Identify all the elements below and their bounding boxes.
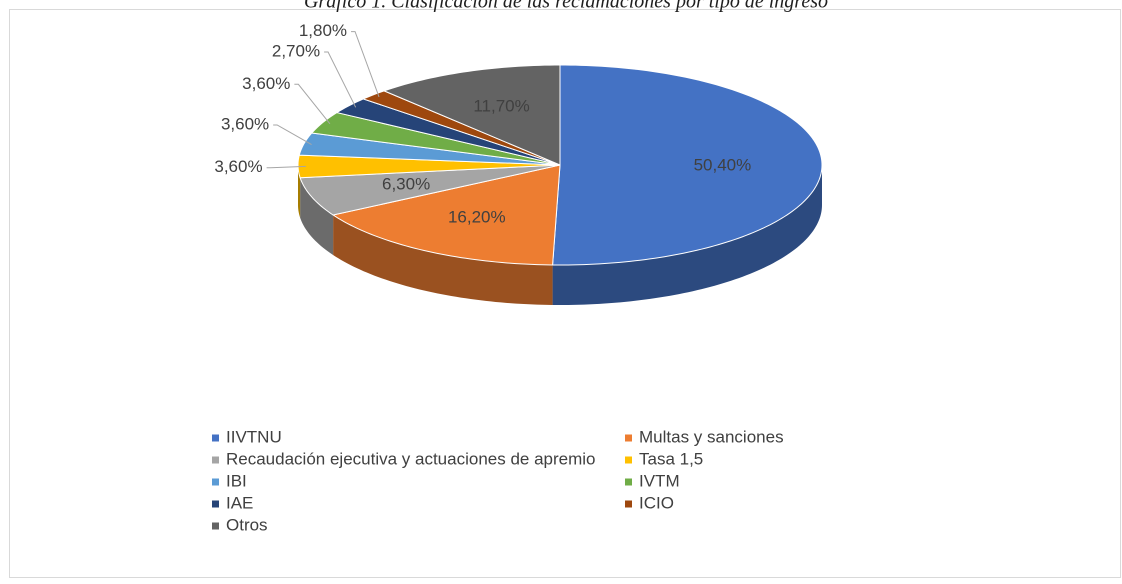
slice xyxy=(331,164,561,266)
legend-swatch xyxy=(212,500,219,508)
slice xyxy=(335,98,561,166)
leader-line xyxy=(266,165,306,169)
legend-swatch xyxy=(625,434,632,442)
leader-line xyxy=(273,124,312,145)
slice xyxy=(299,164,561,216)
legend-label: IIVTNU xyxy=(226,427,282,446)
slice-side xyxy=(300,177,334,255)
data-label: 11,70% xyxy=(473,97,529,116)
legend-label: ICIO xyxy=(639,493,674,512)
data-label: 2,70% xyxy=(272,42,320,61)
leader-line xyxy=(351,31,380,98)
legend-swatch xyxy=(212,522,219,530)
slice xyxy=(361,90,561,166)
legend-label: IBI xyxy=(226,471,247,490)
slice xyxy=(552,64,823,266)
leader-line xyxy=(324,51,357,108)
slice-side xyxy=(333,215,553,305)
legend-label: Otros xyxy=(226,515,268,534)
legend-swatch xyxy=(625,456,632,464)
legend-swatch xyxy=(625,478,632,486)
data-label: 50,40% xyxy=(694,155,752,174)
slice xyxy=(310,112,561,166)
data-label: 3,60% xyxy=(242,74,290,93)
data-label: 3,60% xyxy=(214,157,262,176)
slice xyxy=(382,64,561,166)
legend-swatch xyxy=(212,434,219,442)
data-label: 1,80% xyxy=(299,21,347,40)
legend-label: Recaudación ejecutiva y actuaciones de a… xyxy=(226,449,596,468)
data-label: 6,30% xyxy=(382,174,430,193)
legend-swatch xyxy=(212,456,219,464)
legend-swatch xyxy=(625,500,632,508)
legend-label: IVTM xyxy=(639,471,680,490)
chart-title: Gráfico 1. Clasificación de las reclamac… xyxy=(304,0,828,13)
legend-label: Tasa 1,5 xyxy=(639,449,703,468)
slice-side xyxy=(552,165,822,305)
legend-swatch xyxy=(212,478,219,486)
data-label: 16,20% xyxy=(448,208,506,227)
data-label: 3,60% xyxy=(221,114,269,133)
leader-line xyxy=(294,83,331,125)
legend-label: Multas y sanciones xyxy=(639,427,784,446)
slice-side xyxy=(298,165,301,218)
legend-label: IAE xyxy=(226,493,253,512)
